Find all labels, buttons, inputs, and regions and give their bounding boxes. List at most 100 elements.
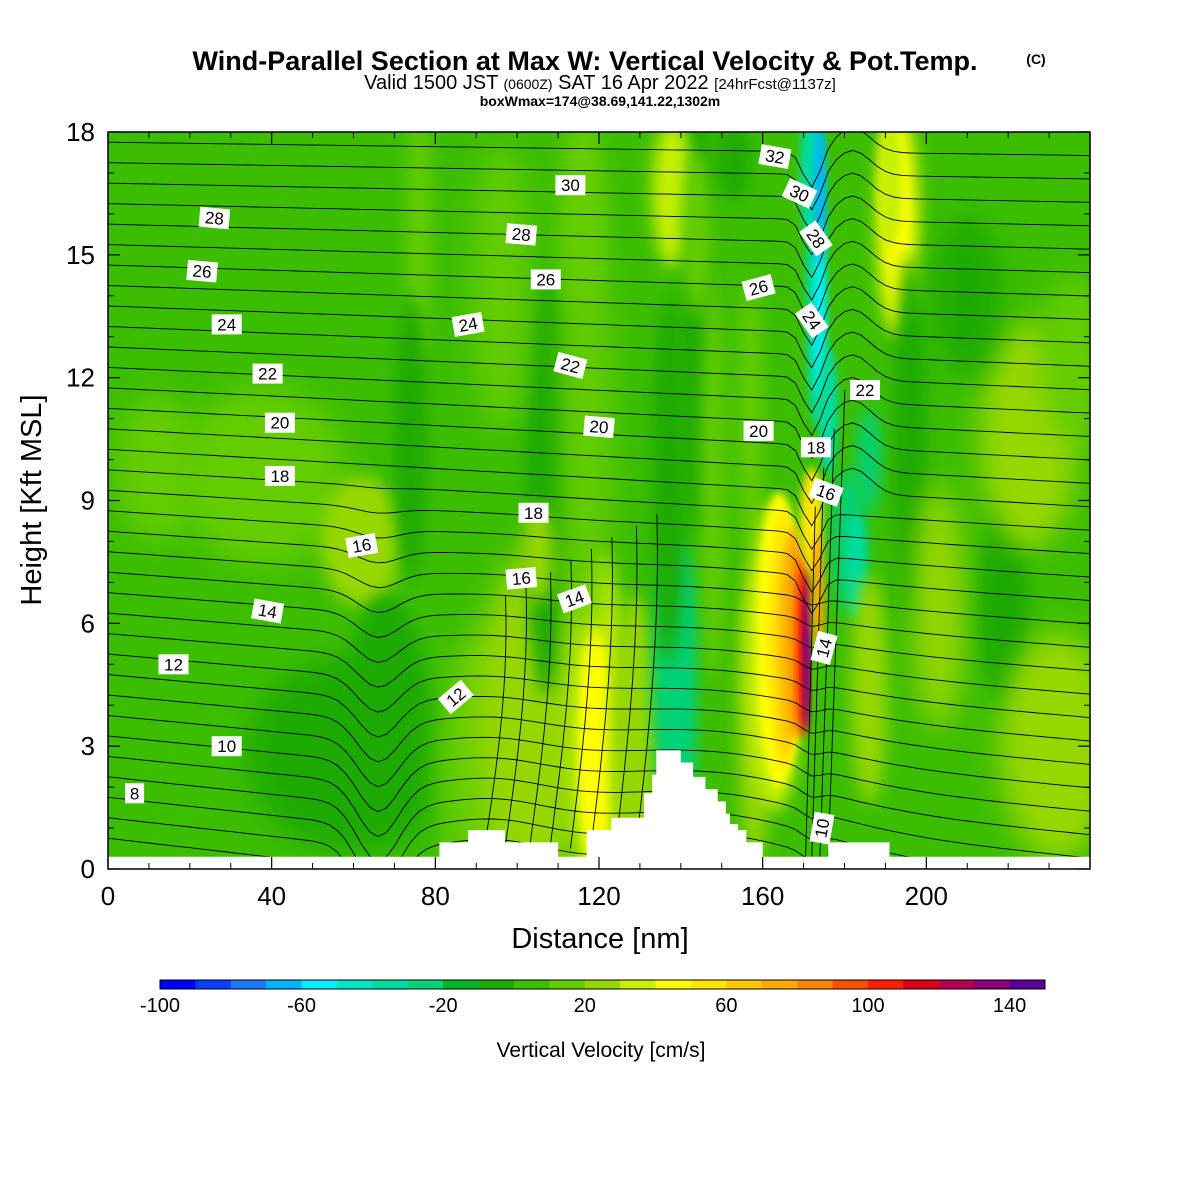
velocity-cell — [472, 144, 529, 431]
colorbar-swatch — [514, 980, 550, 989]
contour-label-text: 10 — [217, 737, 236, 756]
contour-label-text: 24 — [457, 314, 479, 336]
contour-label-text: 28 — [511, 225, 532, 246]
contour-label-text: 18 — [524, 504, 543, 523]
colorbar-swatch — [160, 980, 196, 989]
contour-label: 8 — [125, 783, 144, 803]
contour-label: 22 — [850, 380, 880, 400]
contour-label-text: 22 — [258, 365, 277, 384]
colorbar-tick-label: -20 — [429, 995, 458, 1017]
contour-label-text: 18 — [806, 438, 825, 457]
contour-label-text: 14 — [257, 600, 279, 622]
vertical-section-chart: Wind-Parallel Section at Max W: Vertical… — [0, 0, 1200, 1200]
colorbar-tick-label: -60 — [287, 995, 316, 1017]
contour-label-text: 28 — [204, 208, 225, 229]
contour-label-text: 16 — [351, 535, 373, 557]
contour-label: 24 — [212, 314, 242, 334]
y-tick-label: 3 — [81, 731, 95, 761]
contour-label-text: 32 — [764, 146, 786, 168]
contour-label: 28 — [199, 207, 231, 230]
contour-label: 20 — [744, 421, 774, 441]
colorbar-swatch — [833, 980, 869, 989]
colorbar-swatch — [1010, 980, 1046, 989]
contour-label-text: 18 — [270, 467, 289, 486]
colorbar-tick-label: 20 — [574, 995, 596, 1017]
contour-label: 10 — [212, 736, 242, 756]
colorbar-swatch — [408, 980, 444, 989]
velocity-cell — [877, 116, 902, 247]
colorbar-swatch — [797, 980, 833, 989]
velocity-cell — [1041, 275, 1106, 439]
y-tick-label: 18 — [66, 117, 95, 147]
contour-label-text: 12 — [164, 655, 183, 674]
colorbar-swatch — [939, 980, 975, 989]
colorbar-swatch — [903, 980, 939, 989]
velocity-cell — [738, 275, 763, 562]
x-tick-label: 0 — [101, 881, 115, 911]
colorbar-swatch — [337, 980, 373, 989]
velocity-cell — [851, 574, 888, 803]
colorbar-swatch — [585, 980, 621, 989]
contour-label: 18 — [265, 466, 295, 486]
colorbar-swatch — [231, 980, 267, 989]
contour-label: 16 — [505, 567, 537, 590]
velocity-cell — [701, 275, 726, 684]
contour-label-text: 20 — [589, 417, 610, 438]
y-tick-label: 0 — [81, 854, 95, 884]
velocity-cell — [1000, 632, 1115, 861]
x-tick-label: 120 — [577, 881, 620, 911]
subtitle-valid: Valid 1500 JST — [364, 72, 498, 94]
colorbar: -100 -60 -20 20 60 100 140 — [140, 980, 1046, 1017]
contour-label: 20 — [265, 413, 295, 433]
subtitle-fcst: [24hrFcst@1137z] — [714, 76, 836, 93]
colorbar-swatch — [726, 980, 762, 989]
contour-label: 18 — [519, 503, 549, 523]
colorbar-swatch — [691, 980, 727, 989]
contour-label: 12 — [159, 654, 189, 674]
contour-label-text: 20 — [270, 414, 289, 433]
colorbar-swatch — [656, 980, 692, 989]
colorbar-swatch — [372, 980, 408, 989]
velocity-cell — [116, 394, 198, 541]
contour-label-text: 26 — [536, 270, 555, 289]
contour-label-text: 8 — [130, 784, 139, 803]
subtitle-utc: (0600Z) — [504, 76, 553, 92]
colorbar-swatch — [266, 980, 302, 989]
y-tick-label: 12 — [66, 363, 95, 393]
contour-label-text: 24 — [217, 315, 236, 334]
x-tick-label: 200 — [905, 881, 948, 911]
subtitle-date: SAT 16 Apr 2022 — [558, 72, 708, 94]
x-tick-label: 160 — [741, 881, 784, 911]
colorbar-swatch — [195, 980, 231, 989]
colorbar-swatch — [974, 980, 1010, 989]
colorbar-swatch — [302, 980, 338, 989]
contour-label-text: 30 — [561, 176, 580, 195]
y-tick-label: 6 — [81, 608, 95, 638]
contour-label: 28 — [505, 223, 537, 246]
x-tick-label: 40 — [257, 881, 286, 911]
contour-label: 18 — [801, 437, 831, 457]
theta-contour — [108, 859, 1090, 975]
velocity-cell — [652, 296, 685, 665]
velocity-cell — [681, 152, 714, 316]
y-tick-label: 9 — [81, 486, 95, 516]
colorbar-swatch — [762, 980, 798, 989]
colorbar-tick-label: 100 — [851, 995, 884, 1017]
colorbar-label: Vertical Velocity [cm/s] — [497, 1039, 706, 1062]
chart-title-mark: (C) — [1026, 51, 1045, 67]
y-axis-label: Height [Kft MSL] — [16, 394, 48, 605]
colorbar-tick-label: 60 — [715, 995, 737, 1017]
contour-label: 26 — [531, 269, 561, 289]
colorbar-swatch — [868, 980, 904, 989]
colorbar-swatch — [443, 980, 479, 989]
contour-label: 26 — [186, 260, 218, 283]
contour-label-text: 16 — [511, 569, 532, 590]
contour-label-text: 20 — [749, 422, 768, 441]
velocity-cell — [935, 214, 1000, 378]
y-tick-label: 15 — [66, 240, 95, 270]
velocity-cell — [525, 271, 566, 697]
contour-label: 22 — [253, 364, 283, 384]
contour-label-text: 26 — [192, 261, 213, 282]
contour-label-text: 22 — [856, 381, 875, 400]
